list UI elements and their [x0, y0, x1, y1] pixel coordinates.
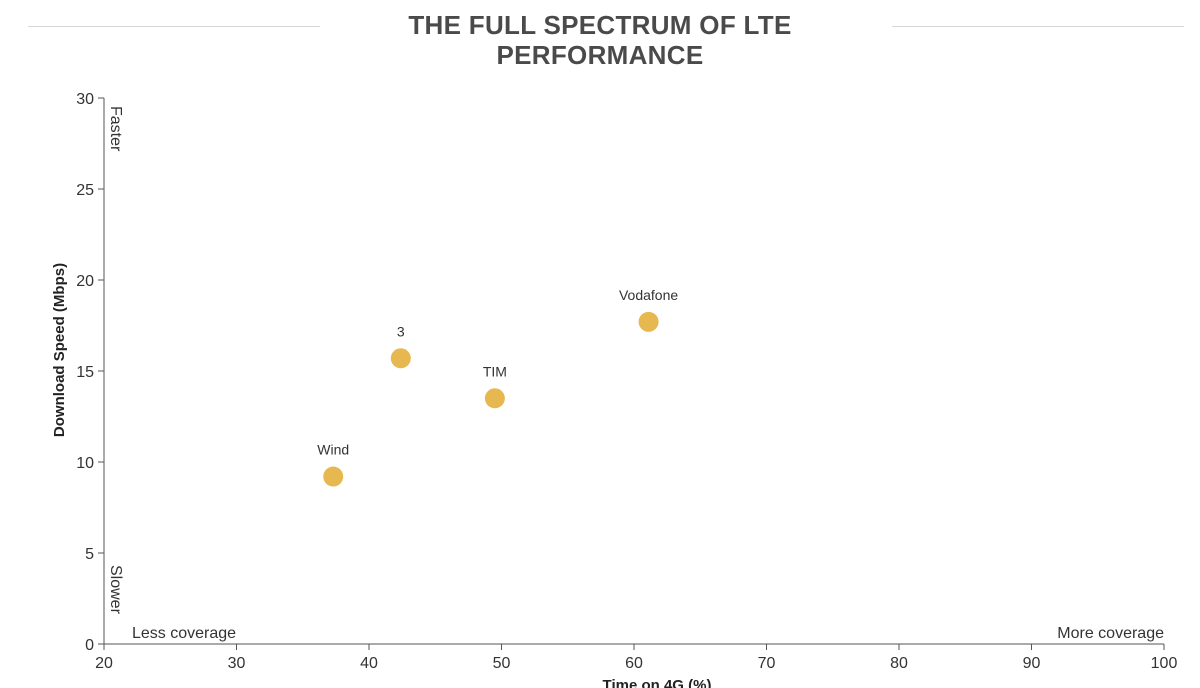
x-tick-label: 40 — [360, 655, 378, 672]
x-tick-label: 60 — [625, 655, 643, 672]
annotation-more-coverage: More coverage — [1057, 625, 1164, 642]
title-rule-left — [28, 26, 320, 27]
y-tick-label: 25 — [76, 182, 94, 199]
y-tick-label: 10 — [76, 455, 94, 472]
y-axis-title: Download Speed (Mbps) — [51, 263, 68, 437]
y-tick-label: 5 — [85, 546, 94, 563]
x-tick-label: 90 — [1023, 655, 1041, 672]
data-point-label: Vodafone — [619, 287, 678, 303]
data-point-label: 3 — [397, 323, 405, 339]
y-tick-label: 0 — [85, 637, 94, 654]
data-points: Wind 3 TIM Vodafone — [317, 287, 678, 487]
x-tick-label: 30 — [228, 655, 246, 672]
x-axis-title: Time on 4G (%) — [603, 677, 712, 688]
y-tick-label: 15 — [76, 364, 94, 381]
y-tick-label: 20 — [76, 273, 94, 290]
x-tick-label: 80 — [890, 655, 908, 672]
x-tick-label: 70 — [758, 655, 776, 672]
annotation-faster: Faster — [107, 106, 124, 152]
chart-title: THE FULL SPECTRUM OF LTE PERFORMANCE — [408, 10, 792, 70]
data-point — [323, 466, 344, 487]
x-ticks: 20 30 40 50 60 70 80 90 100 — [95, 644, 1177, 672]
annotation-less-coverage: Less coverage — [132, 625, 236, 642]
data-point — [638, 311, 659, 332]
data-point — [484, 388, 505, 409]
x-tick-label: 50 — [493, 655, 511, 672]
axes — [103, 98, 1164, 645]
data-point — [390, 348, 411, 369]
annotation-slower: Slower — [107, 565, 124, 615]
x-tick-label: 100 — [1151, 655, 1178, 672]
y-tick-label: 30 — [76, 91, 94, 108]
data-point-label: Wind — [317, 442, 349, 458]
x-tick-label: 20 — [95, 655, 113, 672]
data-point-label: TIM — [483, 363, 507, 379]
title-rule-right — [892, 26, 1184, 27]
title-container: THE FULL SPECTRUM OF LTE PERFORMANCE — [0, 10, 1200, 70]
y-ticks: 0 5 10 15 20 25 30 — [76, 91, 104, 654]
